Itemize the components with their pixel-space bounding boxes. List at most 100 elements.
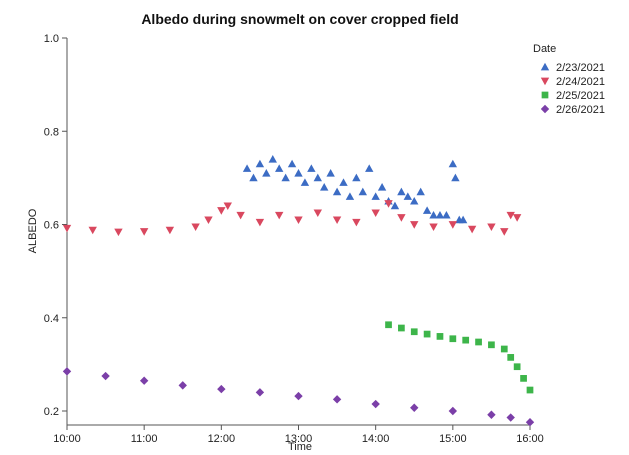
- data-point: [506, 413, 515, 422]
- data-point: [526, 386, 534, 394]
- data-point: [139, 376, 149, 385]
- data-point: [62, 224, 72, 233]
- data-point: [385, 321, 392, 329]
- data-point: [300, 178, 310, 186]
- series-2-26-2021: [62, 367, 535, 427]
- data-point: [294, 216, 303, 225]
- data-point: [487, 410, 496, 419]
- x-tick-label: 12:00: [208, 433, 236, 445]
- y-tick-label: 0.2: [44, 406, 59, 418]
- data-point: [313, 173, 322, 182]
- data-point: [320, 183, 329, 191]
- x-axis-title: Time: [288, 441, 312, 453]
- x-tick-label: 14:00: [362, 433, 390, 445]
- data-point: [507, 354, 515, 361]
- data-point: [281, 173, 290, 182]
- data-point: [255, 159, 265, 168]
- y-axis-title: ALBEDO: [27, 208, 39, 253]
- data-point: [500, 228, 509, 236]
- x-tick-label: 16:00: [516, 433, 544, 445]
- data-point: [365, 164, 374, 172]
- data-point: [448, 159, 458, 168]
- legend: Date 2/23/2021 2/24/2021 2/25/2021 2/26/202…: [533, 43, 605, 116]
- data-point: [88, 226, 97, 235]
- data-point: [422, 206, 432, 214]
- data-point: [371, 209, 380, 218]
- data-point: [520, 375, 527, 382]
- y-tick-label: 0.6: [44, 220, 59, 232]
- data-point: [236, 211, 245, 220]
- plot-area: [66, 38, 530, 426]
- data-point: [217, 384, 226, 394]
- data-point: [449, 335, 457, 343]
- y-tick-label: 0.8: [44, 126, 59, 138]
- data-point: [371, 399, 380, 409]
- data-point: [255, 218, 265, 227]
- data-point: [487, 223, 496, 232]
- data-point: [204, 216, 213, 225]
- data-point: [217, 207, 226, 215]
- data-point: [488, 341, 495, 349]
- data-point: [513, 363, 521, 371]
- x-tick-label: 15:00: [439, 433, 467, 445]
- data-point: [114, 228, 123, 237]
- data-point: [435, 210, 445, 219]
- data-point: [398, 324, 405, 332]
- data-point: [139, 228, 149, 236]
- data-point: [371, 192, 380, 200]
- series-2-25-2021: [385, 321, 534, 394]
- legend-item-label: 2/24/2021: [556, 76, 605, 88]
- data-marks: [62, 155, 535, 427]
- data-point: [506, 211, 515, 220]
- data-point: [451, 173, 460, 182]
- data-point: [242, 164, 252, 172]
- data-point: [255, 388, 265, 397]
- data-point: [345, 192, 355, 200]
- data-point: [275, 164, 284, 172]
- legend-title: Date: [533, 43, 556, 55]
- x-tick-label: 10:00: [53, 433, 81, 445]
- data-point: [429, 210, 438, 219]
- x-tick-label: 13:00: [285, 433, 313, 445]
- data-point: [249, 173, 258, 182]
- data-point: [294, 391, 303, 401]
- data-point: [410, 221, 419, 229]
- data-point: [416, 187, 425, 196]
- data-point: [332, 187, 342, 196]
- y-axis-ticks: 0.2 0.4 0.6 0.8 1.0: [44, 33, 67, 418]
- data-point: [262, 169, 271, 177]
- data-point: [268, 155, 277, 163]
- data-point: [223, 202, 232, 211]
- data-point: [458, 215, 468, 224]
- data-point: [275, 211, 284, 220]
- legend-item-label: 2/25/2021: [556, 90, 605, 102]
- data-point: [191, 223, 200, 232]
- data-point: [390, 201, 400, 210]
- data-point: [101, 371, 110, 381]
- data-point: [500, 345, 508, 353]
- data-point: [307, 164, 316, 172]
- data-point: [448, 221, 458, 229]
- legend-item-label: 2/26/2021: [556, 104, 605, 116]
- data-point: [448, 406, 458, 416]
- data-point: [462, 336, 470, 344]
- data-point: [475, 338, 482, 346]
- data-point: [339, 178, 348, 186]
- data-point: [377, 183, 387, 191]
- data-point: [467, 225, 477, 234]
- data-point: [384, 200, 393, 208]
- series-2-24-2021: [62, 200, 522, 237]
- data-point: [436, 333, 444, 340]
- data-point: [352, 173, 361, 182]
- data-point: [512, 214, 522, 222]
- data-point: [352, 218, 361, 227]
- legend-marker: [541, 91, 549, 99]
- data-point: [410, 403, 419, 412]
- legend-item-label: 2/23/2021: [556, 62, 605, 74]
- legend-marker: [540, 62, 550, 71]
- data-point: [313, 209, 322, 218]
- data-point: [294, 169, 303, 177]
- data-point: [442, 210, 451, 219]
- data-point: [423, 330, 431, 338]
- data-point: [332, 216, 342, 225]
